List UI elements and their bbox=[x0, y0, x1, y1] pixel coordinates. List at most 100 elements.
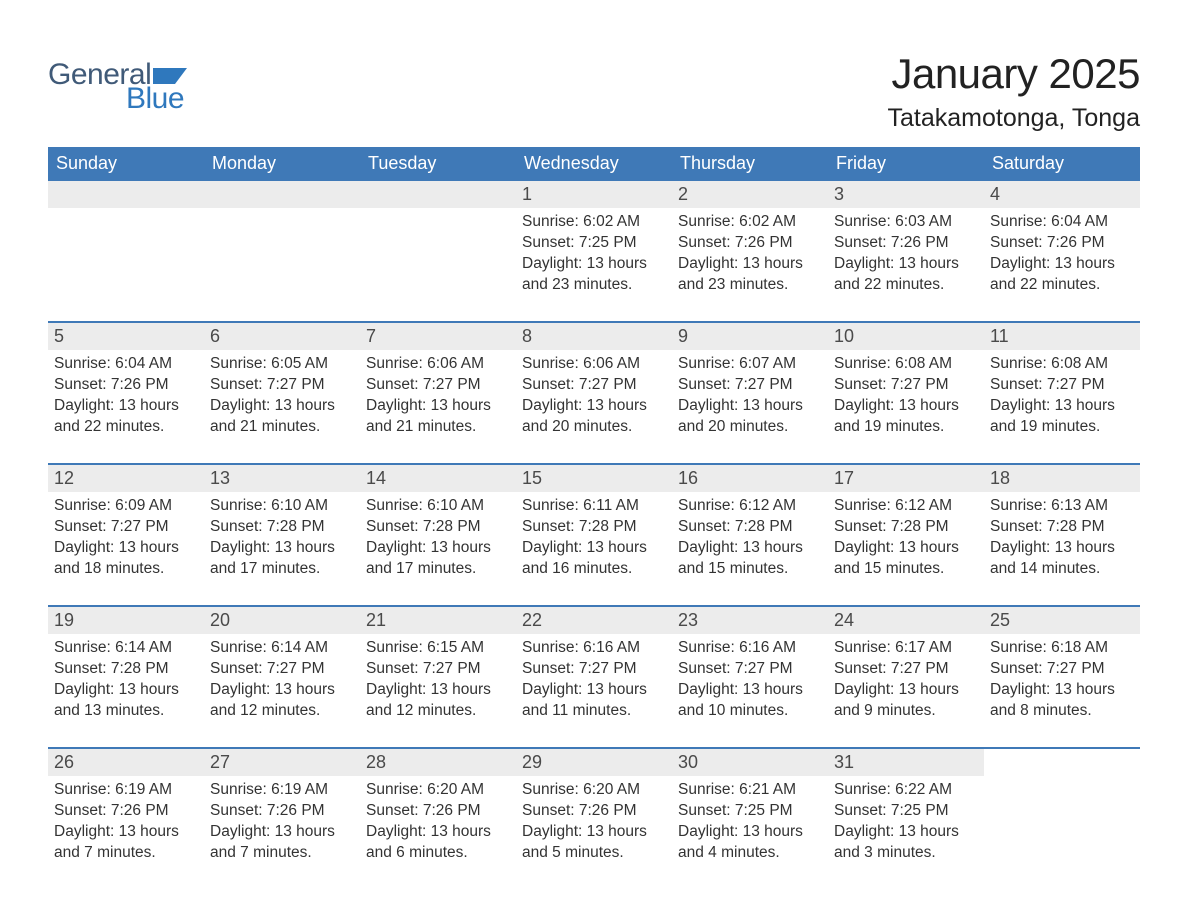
empty-daynum-stripe bbox=[48, 181, 204, 208]
day-info: Sunrise: 6:09 AMSunset: 7:27 PMDaylight:… bbox=[54, 496, 198, 580]
empty-cell bbox=[360, 181, 516, 299]
day-info: Sunrise: 6:16 AMSunset: 7:27 PMDaylight:… bbox=[522, 638, 666, 722]
day-cell: 6 Sunrise: 6:05 AMSunset: 7:27 PMDaylight… bbox=[204, 323, 360, 441]
day-info: Sunrise: 6:19 AMSunset: 7:26 PMDaylight:… bbox=[54, 780, 198, 864]
day-header-cell: Thursday bbox=[672, 147, 828, 181]
day-number: 5 bbox=[48, 323, 204, 350]
day-cell: 11 Sunrise: 6:08 AMSunset: 7:27 PMDayligh… bbox=[984, 323, 1140, 441]
day-number: 15 bbox=[516, 465, 672, 492]
day-cell: 17Sunrise: 6:12 AMSunset: 7:28 PMDayligh… bbox=[828, 465, 984, 583]
day-number: 11 bbox=[984, 323, 1140, 350]
day-number: 8 bbox=[516, 323, 672, 350]
day-info: Sunrise: 6:10 AMSunset: 7:28 PMDaylight:… bbox=[366, 496, 510, 580]
week-row: 1 Sunrise: 6:02 AMSunset: 7:25 PMDaylight… bbox=[48, 181, 1140, 299]
weeks-container: 1 Sunrise: 6:02 AMSunset: 7:25 PMDaylight… bbox=[48, 181, 1140, 867]
day-cell: 9Sunrise: 6:07 AMSunset: 7:27 PMDaylight… bbox=[672, 323, 828, 441]
day-number: 19 bbox=[48, 607, 204, 634]
day-cell: 31 Sunrise: 6:22 AMSunset: 7:25 PMDayligh… bbox=[828, 749, 984, 867]
header: General Blue January 2025 Tatakamotonga,… bbox=[48, 50, 1140, 133]
day-cell: 16 Sunrise: 6:12 AMSunset: 7:28 PMDayligh… bbox=[672, 465, 828, 583]
day-cell: 23 Sunrise: 6:16 AMSunset: 7:27 PMDayligh… bbox=[672, 607, 828, 725]
day-number: 16 bbox=[672, 465, 828, 492]
day-number: 14 bbox=[360, 465, 516, 492]
day-cell: 8Sunrise: 6:06 AMSunset: 7:27 PMDaylight… bbox=[516, 323, 672, 441]
titles: January 2025 Tatakamotonga, Tonga bbox=[887, 50, 1140, 133]
day-info: Sunrise: 6:20 AMSunset: 7:26 PMDaylight:… bbox=[522, 780, 666, 864]
week-row: 26Sunrise: 6:19 AMSunset: 7:26 PMDayligh… bbox=[48, 747, 1140, 867]
day-info: Sunrise: 6:10 AMSunset: 7:28 PMDaylight:… bbox=[210, 496, 354, 580]
day-cell: 3 Sunrise: 6:03 AMSunset: 7:26 PMDaylight… bbox=[828, 181, 984, 299]
day-cell: 18 Sunrise: 6:13 AMSunset: 7:28 PMDayligh… bbox=[984, 465, 1140, 583]
day-cell: 14 Sunrise: 6:10 AMSunset: 7:28 PMDayligh… bbox=[360, 465, 516, 583]
empty-cell bbox=[204, 181, 360, 299]
month-title: January 2025 bbox=[887, 50, 1140, 98]
day-number: 1 bbox=[516, 181, 672, 208]
empty-cell bbox=[48, 181, 204, 299]
day-header-cell: Tuesday bbox=[360, 147, 516, 181]
day-number: 18 bbox=[984, 465, 1140, 492]
day-info: Sunrise: 6:13 AMSunset: 7:28 PMDaylight:… bbox=[990, 496, 1134, 580]
day-info: Sunrise: 6:04 AMSunset: 7:26 PMDaylight:… bbox=[990, 212, 1134, 296]
day-info: Sunrise: 6:22 AMSunset: 7:25 PMDaylight:… bbox=[834, 780, 978, 864]
empty-cell bbox=[984, 749, 1140, 867]
day-info: Sunrise: 6:08 AMSunset: 7:27 PMDaylight:… bbox=[834, 354, 978, 438]
day-number: 30 bbox=[672, 749, 828, 776]
logo: General Blue bbox=[48, 50, 187, 116]
day-number: 26 bbox=[48, 749, 204, 776]
day-info: Sunrise: 6:04 AMSunset: 7:26 PMDaylight:… bbox=[54, 354, 198, 438]
day-cell: 28 Sunrise: 6:20 AMSunset: 7:26 PMDayligh… bbox=[360, 749, 516, 867]
day-cell: 7Sunrise: 6:06 AMSunset: 7:27 PMDaylight… bbox=[360, 323, 516, 441]
day-header-cell: Wednesday bbox=[516, 147, 672, 181]
day-number: 28 bbox=[360, 749, 516, 776]
day-info: Sunrise: 6:12 AMSunset: 7:28 PMDaylight:… bbox=[678, 496, 822, 580]
day-cell: 24Sunrise: 6:17 AMSunset: 7:27 PMDayligh… bbox=[828, 607, 984, 725]
day-info: Sunrise: 6:07 AMSunset: 7:27 PMDaylight:… bbox=[678, 354, 822, 438]
day-number: 12 bbox=[48, 465, 204, 492]
day-info: Sunrise: 6:15 AMSunset: 7:27 PMDaylight:… bbox=[366, 638, 510, 722]
day-number: 13 bbox=[204, 465, 360, 492]
day-info: Sunrise: 6:20 AMSunset: 7:26 PMDaylight:… bbox=[366, 780, 510, 864]
day-cell: 20Sunrise: 6:14 AMSunset: 7:27 PMDayligh… bbox=[204, 607, 360, 725]
week-row: 12 Sunrise: 6:09 AMSunset: 7:27 PMDayligh… bbox=[48, 463, 1140, 583]
day-info: Sunrise: 6:19 AMSunset: 7:26 PMDaylight:… bbox=[210, 780, 354, 864]
day-cell: 10 Sunrise: 6:08 AMSunset: 7:27 PMDayligh… bbox=[828, 323, 984, 441]
day-number: 27 bbox=[204, 749, 360, 776]
day-number: 10 bbox=[828, 323, 984, 350]
day-number: 31 bbox=[828, 749, 984, 776]
day-header-cell: Monday bbox=[204, 147, 360, 181]
day-number: 3 bbox=[828, 181, 984, 208]
day-info: Sunrise: 6:11 AMSunset: 7:28 PMDaylight:… bbox=[522, 496, 666, 580]
day-info: Sunrise: 6:02 AMSunset: 7:26 PMDaylight:… bbox=[678, 212, 822, 296]
day-cell: 15 Sunrise: 6:11 AMSunset: 7:28 PMDayligh… bbox=[516, 465, 672, 583]
day-info: Sunrise: 6:14 AMSunset: 7:27 PMDaylight:… bbox=[210, 638, 354, 722]
day-header-cell: Saturday bbox=[984, 147, 1140, 181]
day-number: 6 bbox=[204, 323, 360, 350]
day-info: Sunrise: 6:16 AMSunset: 7:27 PMDaylight:… bbox=[678, 638, 822, 722]
day-number: 23 bbox=[672, 607, 828, 634]
day-info: Sunrise: 6:05 AMSunset: 7:27 PMDaylight:… bbox=[210, 354, 354, 438]
day-cell: 30Sunrise: 6:21 AMSunset: 7:25 PMDayligh… bbox=[672, 749, 828, 867]
day-cell: 25 Sunrise: 6:18 AMSunset: 7:27 PMDayligh… bbox=[984, 607, 1140, 725]
day-cell: 29Sunrise: 6:20 AMSunset: 7:26 PMDayligh… bbox=[516, 749, 672, 867]
day-cell: 26 Sunrise: 6:19 AMSunset: 7:26 PMDayligh… bbox=[48, 749, 204, 867]
day-number: 25 bbox=[984, 607, 1140, 634]
empty-daynum-stripe bbox=[204, 181, 360, 208]
day-info: Sunrise: 6:18 AMSunset: 7:27 PMDaylight:… bbox=[990, 638, 1134, 722]
day-cell: 1 Sunrise: 6:02 AMSunset: 7:25 PMDaylight… bbox=[516, 181, 672, 299]
day-cell: 5 Sunrise: 6:04 AMSunset: 7:26 PMDaylight… bbox=[48, 323, 204, 441]
day-info: Sunrise: 6:12 AMSunset: 7:28 PMDaylight:… bbox=[834, 496, 978, 580]
day-info: Sunrise: 6:08 AMSunset: 7:27 PMDaylight:… bbox=[990, 354, 1134, 438]
day-header-row: SundayMondayTuesdayWednesdayThursdayFrid… bbox=[48, 147, 1140, 181]
day-cell: 22Sunrise: 6:16 AMSunset: 7:27 PMDayligh… bbox=[516, 607, 672, 725]
day-number: 24 bbox=[828, 607, 984, 634]
day-cell: 13 Sunrise: 6:10 AMSunset: 7:28 PMDayligh… bbox=[204, 465, 360, 583]
day-header-cell: Friday bbox=[828, 147, 984, 181]
day-cell: 4Sunrise: 6:04 AMSunset: 7:26 PMDaylight… bbox=[984, 181, 1140, 299]
empty-daynum-stripe bbox=[360, 181, 516, 208]
week-row: 19Sunrise: 6:14 AMSunset: 7:28 PMDayligh… bbox=[48, 605, 1140, 725]
day-info: Sunrise: 6:06 AMSunset: 7:27 PMDaylight:… bbox=[366, 354, 510, 438]
week-row: 5 Sunrise: 6:04 AMSunset: 7:26 PMDaylight… bbox=[48, 321, 1140, 441]
day-header-cell: Sunday bbox=[48, 147, 204, 181]
day-info: Sunrise: 6:03 AMSunset: 7:26 PMDaylight:… bbox=[834, 212, 978, 296]
day-info: Sunrise: 6:02 AMSunset: 7:25 PMDaylight:… bbox=[522, 212, 666, 296]
